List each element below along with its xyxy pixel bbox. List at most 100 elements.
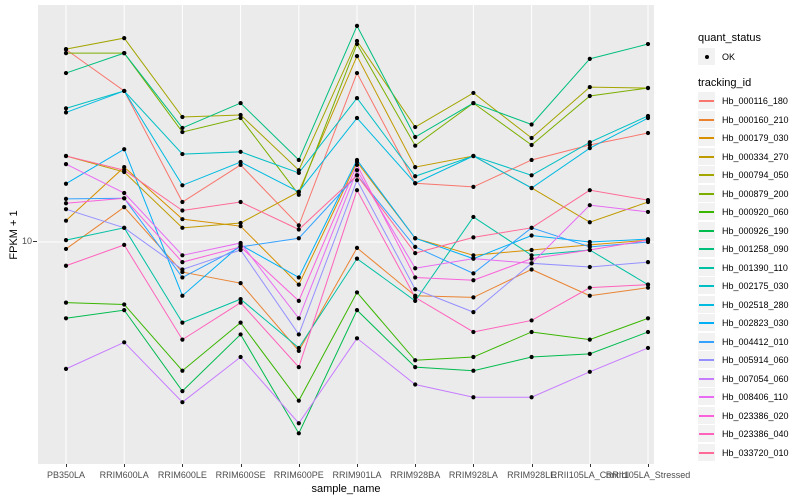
legend-key-box [698,258,715,276]
data-point [645,345,651,351]
data-point [238,300,243,305]
ok-point-icon [704,54,709,59]
data-point [471,295,476,300]
legend-item-label: Hb_004412_010 [722,336,789,347]
data-point [645,41,651,47]
data-point [529,329,534,335]
data-point [413,134,418,140]
legend-key-box [698,332,715,350]
data-point [63,181,69,186]
data-point [296,364,301,370]
legend-color-line-icon [699,340,714,343]
x-axis-tick-label: RRII105LA_Control [550,470,629,480]
legend-key-box [698,240,715,257]
x-axis-tick-label: RRIM600LE [157,470,207,480]
data-point [413,174,418,179]
data-point [413,382,418,387]
legend-item-label: Hb_023386_020 [722,410,789,421]
legend-item-label: Hb_023386_040 [722,429,789,439]
data-point [354,53,360,59]
data-point [413,358,418,363]
data-point [238,240,243,246]
data-point [180,337,185,342]
legend-color-line-icon [699,377,714,380]
data-point [645,316,651,321]
data-point [122,147,127,152]
data-point [122,340,127,345]
legend-item-label: Hb_033720_010 [722,447,789,458]
data-point [180,199,185,205]
x-axis-tick-label: RRIM928LE [507,470,557,480]
data-point [238,244,243,250]
data-point [122,165,127,170]
legend-item-label: Hb_000926_190 [722,225,789,236]
data-point [63,47,69,52]
legend-key-box [698,295,715,313]
data-point [471,271,476,276]
x-axis-tick-mark [531,464,533,467]
data-point [180,400,185,405]
data-point [413,298,418,303]
data-point [354,115,360,121]
data-point [180,320,185,325]
data-point [529,256,534,261]
data-point [180,151,185,157]
data-point [471,368,476,373]
legend-color-line-icon [699,433,714,435]
data-point [645,209,651,215]
chart-canvas [38,5,654,464]
data-point [587,188,592,193]
data-point [63,316,69,321]
data-point [471,329,476,335]
legend-key-box [698,388,715,405]
x-axis-tick-mark [124,464,126,467]
data-point [645,115,651,121]
data-point [180,293,185,298]
legend-item-label: Hb_000160_210 [722,114,789,125]
data-point [529,173,534,178]
data-point [529,135,534,141]
data-point [587,264,592,270]
data-point [122,242,127,248]
data-point [180,253,185,258]
data-point [587,247,592,253]
legend-color-line-icon [699,192,714,195]
data-point [529,233,534,238]
legend-item-label: OK [722,52,736,62]
plot-panel [38,5,654,464]
data-point [413,287,418,292]
data-point [354,290,360,295]
data-point [471,395,476,400]
data-point [413,165,418,170]
data-point [645,198,651,203]
legend-item-label: Hb_000920_060 [722,207,789,217]
data-point [413,143,418,148]
data-point [122,205,127,210]
legend-key-box [698,351,715,368]
data-point [180,208,185,213]
legend-color-line-icon [699,155,714,158]
data-point [296,282,301,287]
data-point [180,125,185,131]
legend-item-label: Hb_000794_050 [722,170,789,180]
data-point [180,368,185,373]
data-point [354,168,360,173]
legend-title-tracking-id: tracking_id [698,77,752,89]
data-point [296,223,301,228]
data-point [645,282,651,287]
data-point [354,162,360,168]
x-axis-tick-label: RRIM600LA [99,470,149,480]
data-point [63,201,69,206]
x-axis-tick-mark [648,464,649,467]
data-point [587,56,592,61]
data-point [63,110,69,115]
legend-item-label: Hb_005914_060 [722,355,789,365]
data-point [180,217,185,222]
data-point [645,85,651,91]
data-point [122,308,127,313]
legend-key-box [698,110,715,128]
data-point [354,308,360,313]
data-point [413,364,418,370]
data-point [354,173,360,178]
data-point [122,88,127,94]
